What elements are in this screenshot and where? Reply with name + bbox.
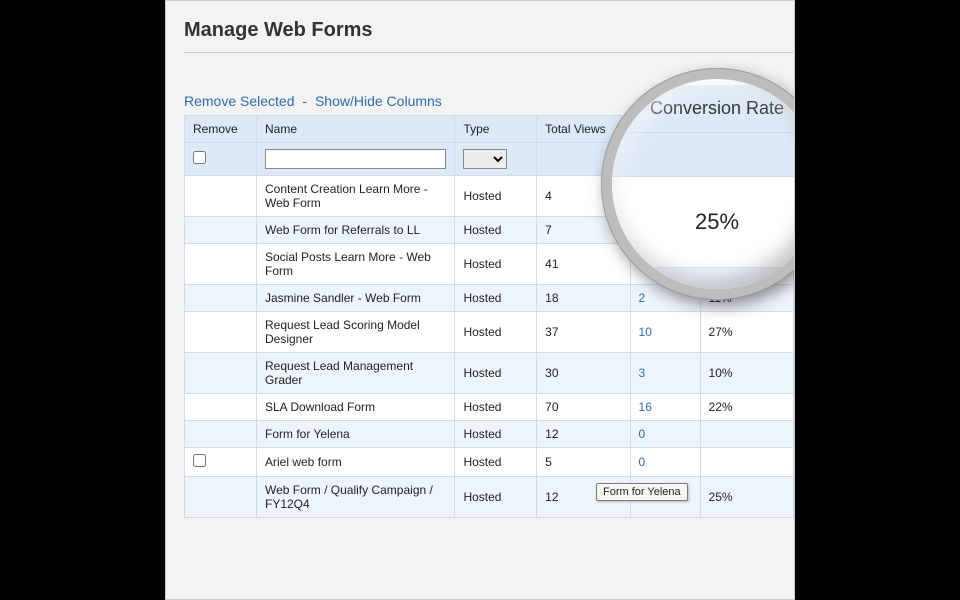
cell-type: Hosted	[455, 394, 537, 421]
col-header-remove[interactable]: Remove	[185, 116, 257, 143]
cell-conversion: 10%	[700, 353, 793, 394]
cell-total-views: 37	[537, 312, 630, 353]
submissions-link[interactable]: 10	[639, 325, 652, 339]
cell-name[interactable]: SLA Download Form	[257, 394, 455, 421]
col-header-name[interactable]: Name	[257, 116, 455, 143]
cell-type: Hosted	[455, 477, 537, 518]
cell-name[interactable]: Ariel web form	[257, 448, 455, 477]
cell-conversion	[700, 421, 793, 448]
select-all-checkbox[interactable]	[193, 151, 206, 164]
cell-conversion: 25%	[700, 477, 793, 518]
cell-type: Hosted	[455, 448, 537, 477]
magnifier-filter-band	[612, 133, 795, 177]
cell-name[interactable]: Form for Yelena	[257, 421, 455, 448]
cell-type: Hosted	[455, 421, 537, 448]
submissions-link[interactable]: 3	[639, 366, 646, 380]
name-filter-input[interactable]	[265, 149, 446, 169]
table-row[interactable]: Request Lead Management GraderHosted30 3 1…	[185, 353, 794, 394]
cell-total-views: 5	[537, 448, 630, 477]
cell-name[interactable]: Request Lead Scoring Model Designer	[257, 312, 455, 353]
cell-name[interactable]: Web Form / Qualify Campaign / FY12Q4	[257, 477, 455, 518]
cell-type: Hosted	[455, 353, 537, 394]
cell-total-views: 12	[537, 421, 630, 448]
hover-tooltip: Form for Yelena	[596, 483, 688, 501]
cell-name[interactable]: Content Creation Learn More - Web Form	[257, 176, 455, 217]
table-row[interactable]: Request Lead Scoring Model DesignerHoste…	[185, 312, 794, 353]
table-row[interactable]: Ariel web formHosted50	[185, 448, 794, 477]
cell-name[interactable]: Social Posts Learn More - Web Form	[257, 244, 455, 285]
type-filter-select[interactable]	[463, 149, 507, 169]
cell-submissions: 0	[630, 421, 700, 448]
cell-name[interactable]: Request Lead Management Grader	[257, 353, 455, 394]
cell-conversion	[700, 448, 793, 477]
toolbar-separator: -	[302, 93, 307, 109]
show-hide-columns-link[interactable]: Show/Hide Columns	[315, 93, 442, 109]
cell-name[interactable]: Jasmine Sandler - Web Form	[257, 285, 455, 312]
table-row[interactable]: Form for YelenaHosted12 0	[185, 421, 794, 448]
cell-total-views: 30	[537, 353, 630, 394]
cell-type: Hosted	[455, 176, 537, 217]
submissions-link[interactable]: 0	[639, 455, 646, 469]
page-title: Manage Web Forms	[184, 19, 795, 53]
cell-total-views: 18	[537, 285, 630, 312]
table-row[interactable]: SLA Download FormHosted70 16 22%	[185, 394, 794, 421]
magnifier-value: 25%	[612, 177, 795, 267]
cell-type: Hosted	[455, 285, 537, 312]
cell-submissions: 10	[630, 312, 700, 353]
submissions-link[interactable]: 16	[639, 400, 652, 414]
cell-submissions: 3	[630, 353, 700, 394]
cell-total-views: 70	[537, 394, 630, 421]
app-panel: Manage Web Forms Remove Selected - Show/…	[165, 0, 795, 600]
col-header-type[interactable]: Type	[455, 116, 537, 143]
cell-conversion: 22%	[700, 394, 793, 421]
cell-type: Hosted	[455, 312, 537, 353]
table-row[interactable]: Web Form / Qualify Campaign / FY12Q4Host…	[185, 477, 794, 518]
cell-total-views: 41	[537, 244, 630, 285]
cell-submissions: 0	[630, 448, 700, 477]
cell-submissions: 16	[630, 394, 700, 421]
row-remove-checkbox[interactable]	[193, 454, 206, 467]
submissions-link[interactable]: 0	[639, 427, 646, 441]
cell-type: Hosted	[455, 217, 537, 244]
submissions-link[interactable]: 2	[639, 291, 646, 305]
cell-type: Hosted	[455, 244, 537, 285]
remove-selected-link[interactable]: Remove Selected	[184, 93, 295, 109]
cell-name[interactable]: Web Form for Referrals to LL	[257, 217, 455, 244]
cell-conversion: 27%	[700, 312, 793, 353]
